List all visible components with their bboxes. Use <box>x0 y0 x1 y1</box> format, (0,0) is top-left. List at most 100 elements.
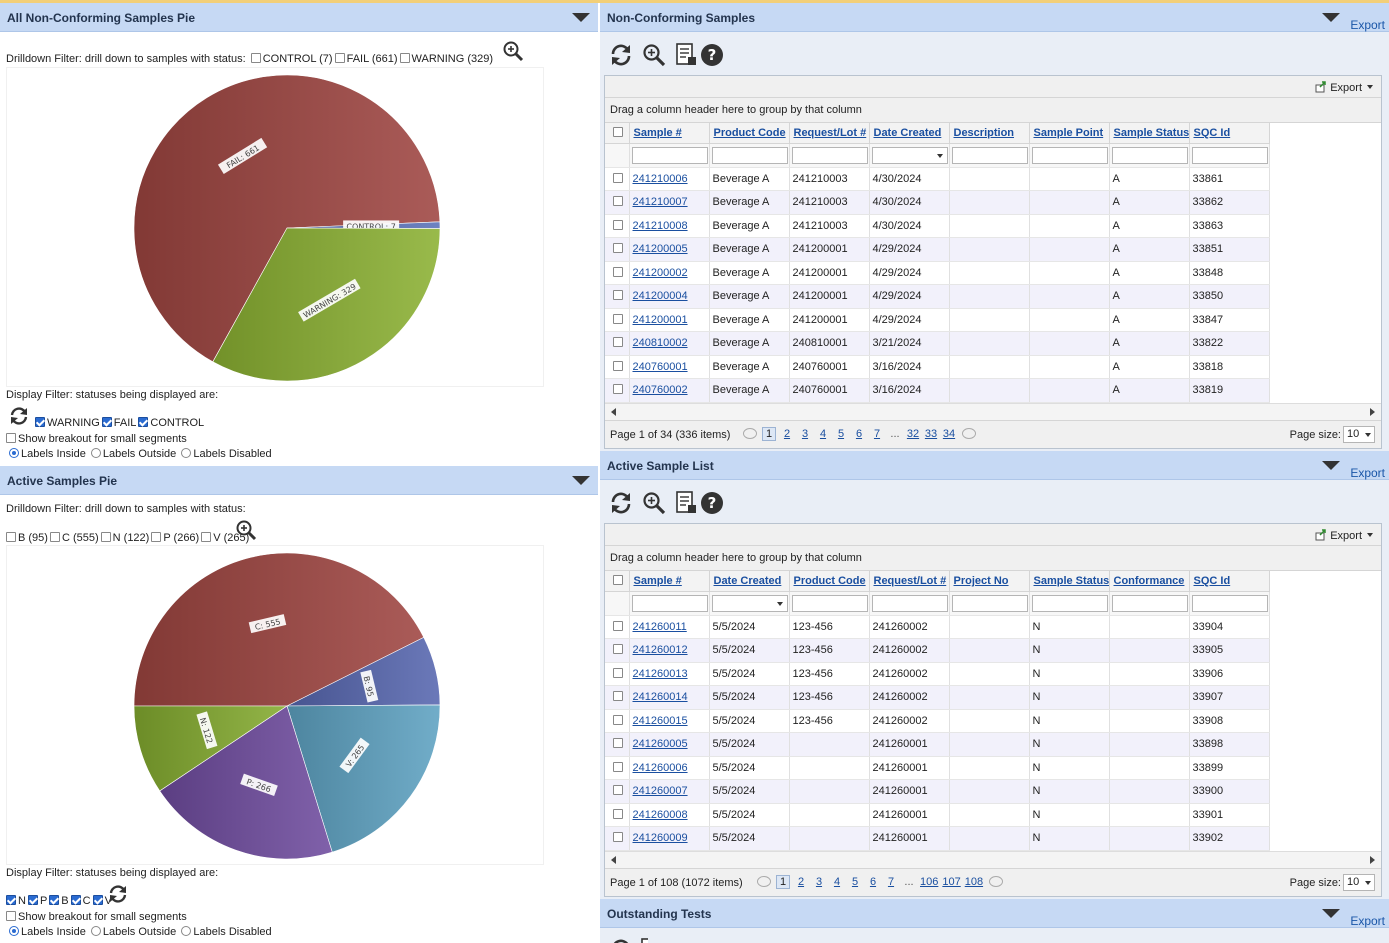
radio-labels-inside[interactable] <box>9 926 19 936</box>
display-checkbox-warning[interactable] <box>35 417 45 427</box>
drilldown-checkbox-warning[interactable] <box>399 53 410 63</box>
page-link[interactable]: 4 <box>833 875 841 888</box>
sample-link[interactable]: 241260011 <box>632 620 687 633</box>
group-by-bar[interactable]: Drag a column header here to group by th… <box>605 546 1381 571</box>
row-select-cell[interactable] <box>605 662 630 686</box>
cell-sample-number[interactable]: 241200005 <box>629 237 710 262</box>
sample-link[interactable]: 241260005 <box>632 738 688 751</box>
row-checkbox[interactable] <box>613 172 623 183</box>
row-select-cell[interactable] <box>605 190 630 215</box>
display-checkbox-v[interactable] <box>92 895 103 905</box>
table-row[interactable]: 241210008 Beverage A 241210003 4/30/2024 A 33… <box>605 214 1270 238</box>
refresh-icon[interactable] <box>608 937 634 943</box>
next-page-icon[interactable] <box>962 427 976 439</box>
sample-link[interactable]: 241260015 <box>632 714 688 727</box>
display-checkbox-control[interactable] <box>138 417 149 427</box>
row-select-cell[interactable] <box>605 308 630 332</box>
page-link[interactable]: 108 <box>964 875 984 888</box>
radio-labels-outside[interactable] <box>90 448 101 458</box>
page-link[interactable]: 1 <box>762 426 776 441</box>
display-checkbox-c[interactable] <box>70 895 81 905</box>
row-select-cell[interactable] <box>605 615 630 639</box>
row-checkbox[interactable] <box>613 620 623 631</box>
row-checkbox[interactable] <box>613 337 623 348</box>
table-row[interactable]: 241260007 5/5/2024 241260001 N 33900 <box>605 779 1270 804</box>
pie-slice-n[interactable] <box>133 705 288 792</box>
sample-link[interactable]: 241260013 <box>632 667 688 680</box>
refresh-icon[interactable] <box>107 883 129 905</box>
grid-export-button[interactable]: Export <box>1315 81 1373 94</box>
collapse-chevron-icon[interactable] <box>1322 13 1340 22</box>
drilldown-checkbox-p[interactable] <box>151 532 162 542</box>
cell-sample-number[interactable]: 241210007 <box>629 190 710 215</box>
column-header[interactable]: Date Created <box>709 571 790 592</box>
help-icon[interactable]: ? <box>699 42 725 68</box>
active-pie-chart[interactable]: C: 555 B: 95 V: 265 P: 266 N: 122 <box>6 545 544 865</box>
column-header[interactable]: Description <box>949 123 1030 144</box>
table-row[interactable]: 241200004 Beverage A 241200001 4/29/2024 A 33… <box>605 284 1270 309</box>
table-row[interactable]: 240810002 Beverage A 240810001 3/21/2024 A 33… <box>605 331 1270 356</box>
column-filter-input[interactable] <box>1191 594 1268 612</box>
row-select-cell[interactable] <box>605 685 630 710</box>
group-by-bar[interactable]: Drag a column header here to group by th… <box>605 98 1381 123</box>
row-checkbox[interactable] <box>613 738 623 749</box>
panel-export-link[interactable]: Export <box>1350 18 1385 32</box>
column-filter-input[interactable] <box>711 594 788 612</box>
page-link[interactable]: 106 <box>920 875 939 888</box>
page-link[interactable]: 5 <box>837 427 845 440</box>
column-filter-input[interactable] <box>1111 146 1188 164</box>
collapse-chevron-icon[interactable] <box>572 13 590 22</box>
pie-slice-v[interactable] <box>286 704 441 853</box>
magnifier-icon[interactable] <box>641 42 667 68</box>
sample-link[interactable]: 240810002 <box>632 337 688 350</box>
column-filter-input[interactable] <box>951 594 1028 612</box>
drilldown-checkbox-c[interactable] <box>49 532 60 542</box>
sample-link[interactable]: 241260012 <box>632 644 688 657</box>
next-page-icon[interactable] <box>989 875 1004 887</box>
row-select-cell[interactable] <box>605 732 630 757</box>
column-filter-input[interactable] <box>631 146 708 164</box>
column-header[interactable]: SQC Id <box>1189 571 1270 592</box>
sample-link[interactable]: 241210007 <box>632 196 688 209</box>
prev-page-icon[interactable] <box>757 875 771 887</box>
table-row[interactable]: 241260015 5/5/2024 123-456 241260002 N 33908 <box>605 709 1270 733</box>
active-list-panel-header[interactable]: Active Sample List Export <box>600 451 1389 480</box>
help-icon[interactable]: ? <box>699 490 725 516</box>
nc-pie-panel-header[interactable]: All Non-Conforming Samples Pie <box>0 3 598 32</box>
radio-labels-disabled[interactable] <box>181 448 192 458</box>
select-all-cell[interactable] <box>605 571 630 592</box>
column-header[interactable]: Sample # <box>629 123 710 144</box>
active-pie-panel-header[interactable]: Active Samples Pie <box>0 466 598 495</box>
grid-export-button[interactable]: Export <box>1315 529 1373 542</box>
cell-sample-number[interactable]: 241260009 <box>629 826 710 851</box>
collapse-chevron-icon[interactable] <box>1322 909 1340 918</box>
table-row[interactable]: 241260005 5/5/2024 241260001 N 33898 <box>605 732 1270 757</box>
table-row[interactable]: 241260009 5/5/2024 241260001 N 33902 <box>605 826 1270 851</box>
page-link[interactable]: 33 <box>924 427 938 440</box>
column-filter-input[interactable] <box>951 146 1028 164</box>
table-row[interactable]: 241260011 5/5/2024 123-456 241260002 N 33904 <box>605 615 1270 639</box>
cell-sample-number[interactable]: 241200001 <box>629 308 710 332</box>
report-icon[interactable] <box>638 937 648 943</box>
report-icon[interactable] <box>673 490 699 516</box>
column-filter-input[interactable] <box>631 594 708 612</box>
column-header[interactable]: Sample # <box>629 571 710 592</box>
row-checkbox[interactable] <box>613 266 623 277</box>
row-checkbox[interactable] <box>613 243 623 254</box>
row-checkbox[interactable] <box>613 290 623 301</box>
radio-labels-disabled[interactable] <box>181 926 192 936</box>
scroll-right-arrow-icon[interactable] <box>1370 407 1375 416</box>
row-checkbox[interactable] <box>613 384 623 395</box>
row-checkbox[interactable] <box>613 313 623 324</box>
sample-link[interactable]: 241260008 <box>632 808 688 821</box>
sample-link[interactable]: 241200005 <box>632 243 688 256</box>
cell-sample-number[interactable]: 241210008 <box>629 214 710 238</box>
sample-link[interactable]: 240760002 <box>632 384 688 397</box>
page-link[interactable]: 2 <box>797 875 805 888</box>
row-select-cell[interactable] <box>605 237 630 262</box>
cell-sample-number[interactable]: 241260015 <box>629 709 710 733</box>
radio-labels-inside[interactable] <box>9 448 19 458</box>
sample-link[interactable]: 241200001 <box>632 313 688 326</box>
magnifier-icon[interactable] <box>502 40 524 62</box>
